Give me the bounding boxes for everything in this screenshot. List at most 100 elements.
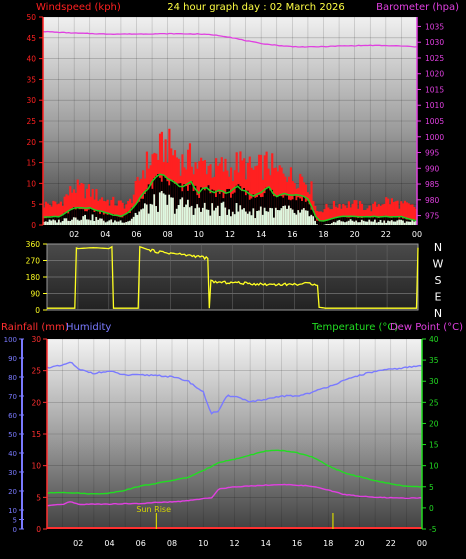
- wind-calm-bar: [64, 218, 66, 225]
- wind-calm-bar: [404, 223, 406, 225]
- wind-calm-bar: [88, 220, 90, 225]
- wind-calm-bar: [71, 220, 73, 225]
- wind-calm-bar: [385, 223, 387, 225]
- wind-calm-bar: [185, 205, 187, 225]
- direction-tick-label: 360: [26, 240, 41, 249]
- wind-calm-bar: [95, 217, 97, 225]
- wind-calm-bar: [163, 193, 165, 225]
- temperature-tick-label: 25: [429, 398, 439, 407]
- temperature-tick-label: 15: [429, 441, 439, 450]
- wind-calm-bar: [249, 211, 251, 225]
- wind-calm-bar: [50, 221, 52, 225]
- wind-calm-bar: [243, 208, 245, 225]
- wind-barometer-panel: 0510152025303540455097598098599099510001…: [26, 13, 444, 239]
- barometer-tick-label: 1020: [425, 70, 444, 79]
- wind-calm-bar: [131, 219, 133, 225]
- time-tick-label: 18: [318, 230, 328, 239]
- wind-calm-bar: [159, 192, 161, 225]
- wind-calm-bar: [127, 221, 129, 225]
- wind-calm-bar: [138, 212, 140, 225]
- wind-calm-bar: [75, 218, 77, 225]
- temperature-tick-label: 0: [429, 504, 434, 513]
- barometer-tick-label: 1025: [425, 54, 444, 63]
- wind-calm-bar: [193, 215, 195, 225]
- wind-calm-bar: [142, 209, 144, 225]
- wind-calm-bar: [402, 221, 404, 225]
- temperature-tick-label: 10: [429, 462, 439, 471]
- wind-calm-bar: [49, 220, 51, 225]
- wind-calm-bar: [157, 212, 159, 225]
- sunrise-annotation: Sun Rise: [136, 505, 171, 514]
- wind-calm-bar: [297, 210, 299, 225]
- wind-calm-bar: [251, 215, 253, 225]
- humidity-tick-label: 40: [8, 450, 17, 458]
- wind-calm-bar: [146, 204, 148, 225]
- wind-calm-bar: [396, 220, 398, 225]
- wind-calm-bar: [73, 217, 75, 225]
- time-tick-label: 04: [100, 230, 110, 239]
- wind-calm-bar: [413, 221, 415, 225]
- rainfall-tick-label: 5: [36, 493, 41, 502]
- wind-calm-bar: [135, 213, 137, 225]
- wind-calm-bar: [172, 198, 174, 225]
- wind-calm-bar: [338, 220, 340, 225]
- wind-speed-bar: [322, 221, 324, 225]
- wind-calm-bar: [101, 219, 103, 225]
- wind-calm-bar: [337, 221, 339, 225]
- wind-calm-bar: [67, 221, 69, 225]
- barometer-tick-label: 1030: [425, 38, 444, 47]
- wind-calm-bar: [189, 207, 191, 225]
- wind-calm-bar: [389, 221, 391, 225]
- wind-calm-bar: [187, 200, 189, 225]
- wind-calm-bar: [226, 215, 228, 225]
- wind-calm-bar: [247, 214, 249, 225]
- wind-calm-bar: [80, 220, 82, 225]
- wind-calm-bar: [256, 211, 258, 225]
- wind-calm-bar: [174, 214, 176, 225]
- wind-calm-bar: [284, 206, 286, 225]
- barometer-tick-label: 985: [425, 180, 440, 189]
- temperature-humidity-panel: 05101520253005102030405060708090100-5051…: [4, 335, 439, 548]
- wind-calm-bar: [264, 208, 266, 225]
- wind-calm-bar: [178, 205, 180, 225]
- time-tick-label: 04: [104, 539, 114, 548]
- rainfall-axis-label: Rainfall (mm): [1, 322, 69, 333]
- wind-calm-bar: [206, 209, 208, 225]
- wind-calm-bar: [307, 211, 309, 225]
- wind-calm-bar: [363, 221, 365, 225]
- wind-calm-bar: [271, 208, 273, 225]
- wind-calm-bar: [107, 221, 109, 225]
- humidity-tick-label: 5: [13, 517, 17, 525]
- time-tick-label: 06: [136, 539, 146, 548]
- temperature-tick-label: 30: [429, 377, 439, 386]
- wind-calm-bar: [137, 215, 139, 225]
- chart-title: 24 hour graph day : 02 March 2026: [167, 2, 345, 13]
- wind-calm-bar: [316, 224, 318, 225]
- time-tick-label: 16: [292, 539, 302, 548]
- humidity-axis-label: Humidity: [66, 322, 111, 333]
- direction-tick-label: 270: [26, 257, 41, 266]
- temperature-tick-label: -5: [429, 525, 437, 534]
- wind-calm-bar: [365, 221, 367, 225]
- windspeed-axis-label: Windspeed (kph): [36, 2, 121, 13]
- wind-calm-bar: [348, 221, 350, 225]
- humidity-tick-label: 60: [8, 412, 17, 420]
- wind-calm-bar: [359, 222, 361, 225]
- wind-calm-bar: [305, 210, 307, 225]
- wind-calm-bar: [335, 222, 337, 225]
- rainfall-tick-label: 0: [36, 525, 41, 534]
- wind-tick-label: 25: [26, 117, 36, 126]
- direction-tick-label: 180: [26, 273, 41, 282]
- compass-label: N: [434, 307, 442, 320]
- time-tick-label: 20: [350, 230, 360, 239]
- wind-calm-bar: [370, 221, 372, 225]
- wind-calm-bar: [391, 220, 393, 225]
- direction-tick-label: 0: [35, 306, 40, 315]
- wind-calm-bar: [93, 221, 95, 225]
- humidity-tick-label: 100: [4, 336, 17, 344]
- wind-calm-bar: [352, 221, 354, 225]
- wind-calm-bar: [292, 210, 294, 225]
- wind-calm-bar: [395, 222, 397, 225]
- humidity-tick-label: 30: [8, 469, 17, 477]
